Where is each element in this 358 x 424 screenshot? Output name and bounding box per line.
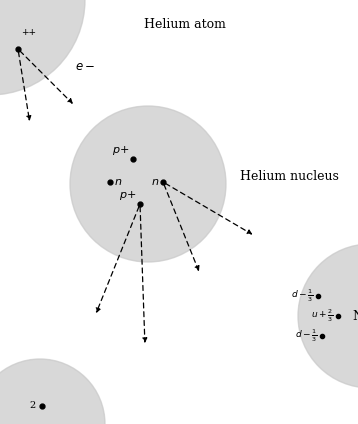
Text: Helium nucleus: Helium nucleus [240, 170, 339, 182]
Circle shape [70, 106, 226, 262]
Text: ++: ++ [21, 28, 36, 37]
Text: Ne: Ne [352, 310, 358, 323]
Text: $n$: $n$ [114, 177, 122, 187]
Text: $e-$: $e-$ [75, 59, 95, 73]
Text: Helium atom: Helium atom [144, 17, 226, 31]
Circle shape [0, 359, 105, 424]
Text: $p$+: $p$+ [112, 144, 129, 157]
Text: $p$+: $p$+ [119, 189, 136, 202]
Text: $u+\frac{2}{3}$: $u+\frac{2}{3}$ [311, 308, 334, 324]
Circle shape [0, 0, 85, 95]
Circle shape [298, 244, 358, 388]
Text: $d-\frac{1}{3}$: $d-\frac{1}{3}$ [295, 328, 318, 344]
Text: $d-\frac{1}{3}$: $d-\frac{1}{3}$ [291, 288, 314, 304]
Text: 2: 2 [30, 402, 36, 410]
Text: $n$: $n$ [151, 177, 159, 187]
